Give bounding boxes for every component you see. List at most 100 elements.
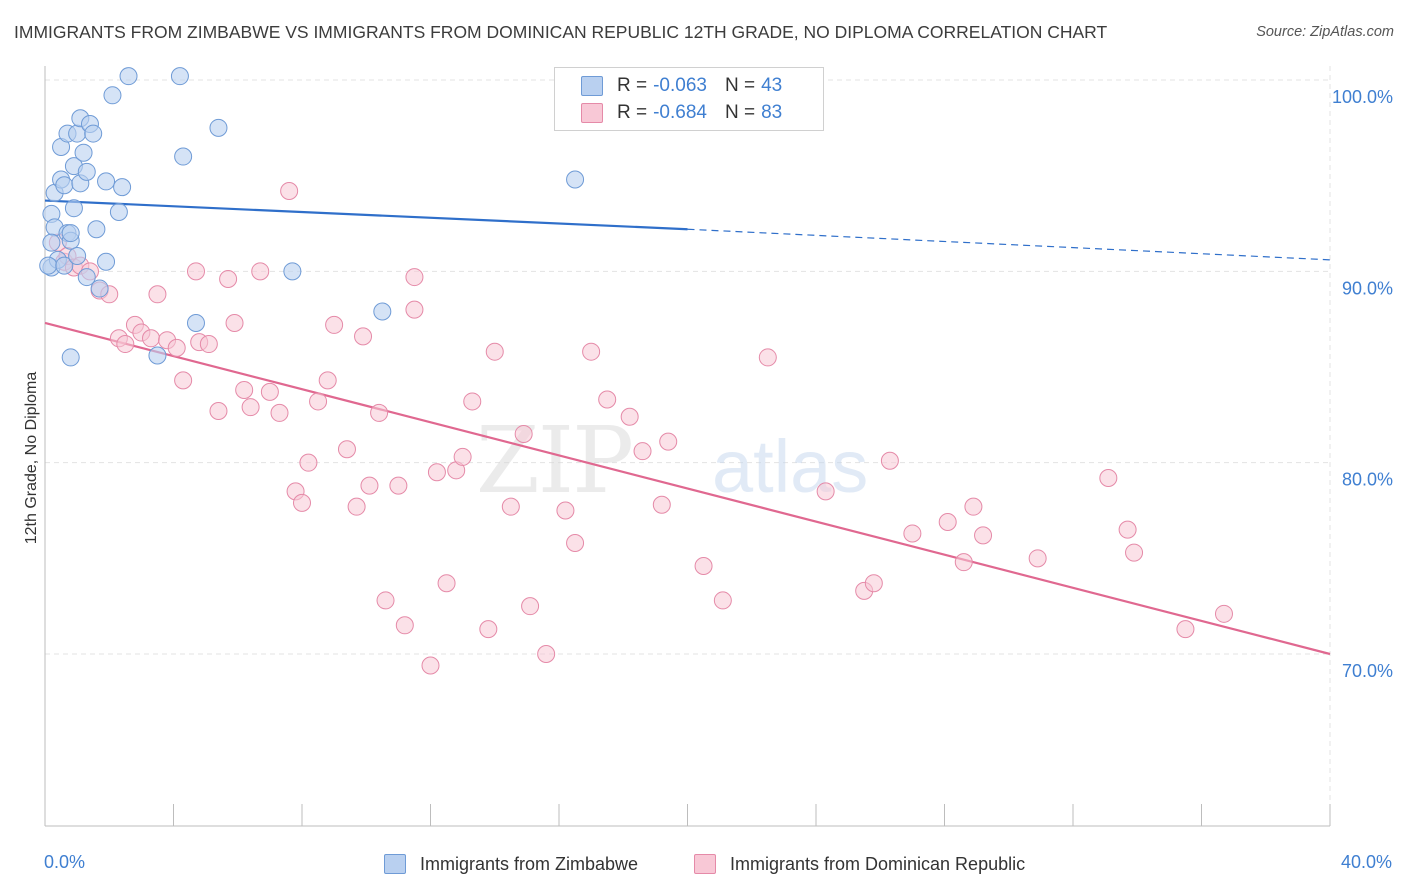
- point-dominican-republic: [219, 269, 238, 288]
- point-zimbabwe: [42, 233, 61, 252]
- point-zimbabwe: [39, 256, 58, 275]
- point-dominican-republic: [405, 300, 424, 319]
- point-dominican-republic: [225, 313, 244, 332]
- point-dominican-republic: [354, 327, 373, 346]
- point-dominican-republic: [437, 574, 456, 593]
- point-dominican-republic: [566, 534, 585, 553]
- point-zimbabwe: [283, 262, 302, 281]
- point-zimbabwe: [74, 143, 93, 162]
- y-tick-label: 100.0%: [1332, 87, 1393, 107]
- point-zimbabwe: [186, 313, 205, 332]
- point-zimbabwe: [113, 178, 132, 197]
- n-label: N =: [724, 75, 756, 96]
- point-zimbabwe: [174, 147, 193, 166]
- point-dominican-republic: [758, 348, 777, 367]
- trend-line-zimbabwe-extrapolated: [687, 228, 1331, 261]
- watermark-atlas: atlas: [712, 425, 868, 508]
- points-zimbabwe: [39, 67, 585, 367]
- point-zimbabwe: [97, 172, 116, 191]
- point-dominican-republic: [479, 620, 498, 639]
- legend-swatch-zimbabwe: [384, 854, 406, 874]
- point-dominican-republic: [1214, 604, 1233, 623]
- point-dominican-republic: [251, 262, 270, 281]
- point-zimbabwe: [64, 199, 83, 218]
- point-dominican-republic: [389, 476, 408, 495]
- point-dominican-republic: [816, 482, 835, 501]
- point-dominican-republic: [148, 285, 167, 304]
- watermark-zip: ZIP: [476, 407, 632, 514]
- point-dominican-republic: [713, 591, 732, 610]
- point-dominican-republic: [167, 338, 186, 357]
- point-zimbabwe: [209, 118, 228, 137]
- point-dominican-republic: [142, 329, 161, 348]
- point-dominican-republic: [337, 440, 356, 459]
- point-dominican-republic: [241, 398, 260, 417]
- trend-line-zimbabwe: [44, 199, 688, 231]
- point-dominican-republic: [556, 501, 575, 520]
- point-dominican-republic: [186, 262, 205, 281]
- grid-lines: [45, 66, 1331, 826]
- legend-label-dominican: Immigrants from Dominican Republic: [730, 853, 1026, 874]
- legend-item-zimbabwe[interactable]: Immigrants from Zimbabwe: [384, 852, 638, 876]
- point-zimbabwe: [77, 162, 96, 181]
- point-zimbabwe: [61, 224, 80, 243]
- point-dominican-republic: [938, 512, 957, 531]
- point-zimbabwe: [90, 279, 109, 298]
- point-dominican-republic: [659, 432, 678, 451]
- y-axis-label: 12th Grade, No Diploma: [23, 371, 40, 545]
- x-tick-label-max: 40.0%: [1340, 852, 1392, 872]
- point-zimbabwe: [55, 176, 74, 195]
- point-zimbabwe: [103, 86, 122, 105]
- legend-item-dominican-republic[interactable]: Immigrants from Dominican Republic: [694, 852, 1025, 876]
- point-dominican-republic: [199, 335, 218, 354]
- point-dominican-republic: [318, 371, 337, 390]
- point-dominican-republic: [954, 553, 973, 572]
- point-dominican-republic: [652, 495, 671, 514]
- point-zimbabwe: [109, 203, 128, 222]
- point-zimbabwe: [566, 170, 585, 189]
- point-dominican-republic: [347, 497, 366, 516]
- point-dominican-republic: [598, 390, 617, 409]
- point-dominican-republic: [453, 447, 472, 466]
- point-dominican-republic: [299, 453, 318, 472]
- source-credit: Source: ZipAtlas.com: [1256, 24, 1394, 40]
- point-dominican-republic: [116, 335, 135, 354]
- point-dominican-republic: [235, 380, 254, 399]
- point-zimbabwe: [97, 252, 116, 271]
- point-dominican-republic: [1099, 468, 1118, 487]
- point-zimbabwe: [84, 124, 103, 143]
- point-dominican-republic: [370, 403, 389, 422]
- point-dominican-republic: [421, 656, 440, 675]
- point-zimbabwe: [148, 346, 167, 365]
- point-dominican-republic: [174, 371, 193, 390]
- point-dominican-republic: [694, 556, 713, 575]
- r-value-dominican: -0.684: [653, 102, 707, 123]
- point-zimbabwe: [373, 302, 392, 321]
- r-value-zimbabwe: -0.063: [653, 75, 707, 96]
- point-dominican-republic: [974, 526, 993, 545]
- n-value-dominican: 83: [761, 102, 783, 123]
- point-dominican-republic: [1118, 520, 1137, 539]
- point-dominican-republic: [280, 181, 299, 200]
- point-dominican-republic: [1125, 543, 1144, 562]
- axes: [44, 66, 1331, 827]
- point-dominican-republic: [405, 268, 424, 287]
- y-tick-labels: 70.0% 80.0% 90.0% 100.0%: [1332, 87, 1393, 681]
- r-label: R =: [617, 102, 648, 123]
- point-dominican-republic: [260, 382, 279, 401]
- point-dominican-republic: [620, 407, 639, 426]
- dominican-swatch: [581, 103, 603, 123]
- point-dominican-republic: [270, 403, 289, 422]
- r-label: R =: [617, 75, 648, 96]
- point-zimbabwe: [77, 268, 96, 287]
- point-zimbabwe: [119, 67, 138, 86]
- point-dominican-republic: [633, 442, 652, 461]
- point-zimbabwe: [61, 348, 80, 367]
- point-dominican-republic: [501, 497, 520, 516]
- point-zimbabwe: [55, 256, 74, 275]
- point-dominican-republic: [864, 574, 883, 593]
- point-dominican-republic: [880, 451, 899, 470]
- chart-title: IMMIGRANTS FROM ZIMBABWE VS IMMIGRANTS F…: [14, 22, 1108, 42]
- legend-label-zimbabwe: Immigrants from Zimbabwe: [420, 853, 639, 874]
